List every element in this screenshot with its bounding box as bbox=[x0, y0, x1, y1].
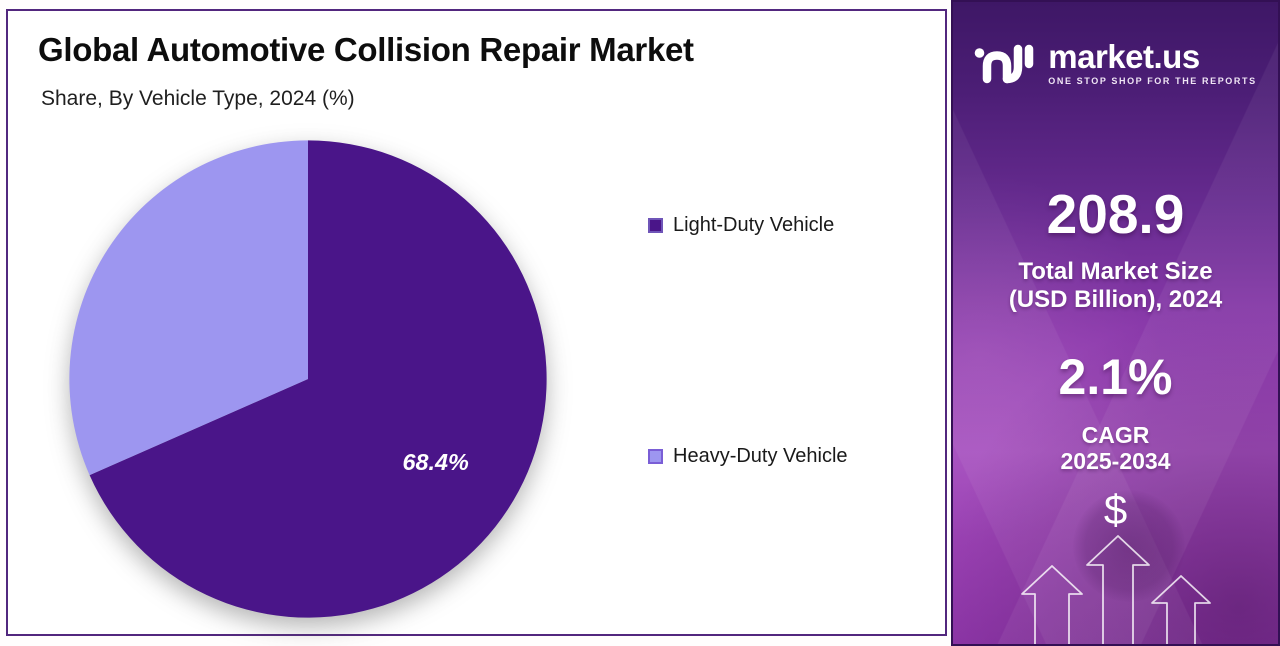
legend-item-heavy-duty: Heavy-Duty Vehicle bbox=[648, 445, 848, 468]
growth-arrows-icon bbox=[1021, 535, 1211, 644]
cagr-label: CAGR 2025-2034 bbox=[953, 422, 1278, 475]
legend-label: Light-Duty Vehicle bbox=[673, 214, 835, 236]
chart-panel: Global Automotive Collision Repair Marke… bbox=[6, 9, 947, 636]
market-size-value: 208.9 bbox=[1046, 183, 1185, 245]
pie-svg: 68.4% bbox=[69, 140, 547, 618]
chart-subtitle: Share, By Vehicle Type, 2024 (%) bbox=[41, 87, 355, 110]
pie-chart: 68.4% bbox=[62, 133, 554, 625]
pie-data-label: 68.4% bbox=[403, 449, 469, 475]
market-size-label: Total Market Size (USD Billion), 2024 bbox=[953, 258, 1278, 314]
cagr-value: 2.1% bbox=[1058, 349, 1173, 405]
brand-text: market.us ONE STOP SHOP FOR THE REPORTS bbox=[1048, 40, 1256, 86]
brand-tagline: ONE STOP SHOP FOR THE REPORTS bbox=[1048, 76, 1257, 86]
market-size-label-line2: (USD Billion), 2024 bbox=[1008, 286, 1223, 314]
legend-marker bbox=[648, 218, 663, 233]
pie-slice bbox=[89, 140, 547, 618]
legend-label: Heavy-Duty Vehicle bbox=[673, 445, 848, 467]
cagr-label-line2: 2025-2034 bbox=[1060, 448, 1171, 475]
brand-name: market.us bbox=[1048, 38, 1200, 75]
cagr-label-line1: CAGR bbox=[1081, 422, 1150, 448]
chart-title: Global Automotive Collision Repair Marke… bbox=[38, 31, 694, 68]
brand-logo: market.us ONE STOP SHOP FOR THE REPORTS bbox=[953, 38, 1278, 88]
pie-slice bbox=[69, 140, 308, 476]
market-us-logo-icon bbox=[974, 44, 1034, 84]
brand-sidebar: market.us ONE STOP SHOP FOR THE REPORTS … bbox=[951, 0, 1280, 646]
legend-marker bbox=[648, 449, 663, 464]
legend-item-light-duty: Light-Duty Vehicle bbox=[648, 214, 834, 237]
dollar-icon: $ bbox=[1103, 486, 1128, 533]
market-size-label-line1: Total Market Size bbox=[1018, 258, 1213, 285]
